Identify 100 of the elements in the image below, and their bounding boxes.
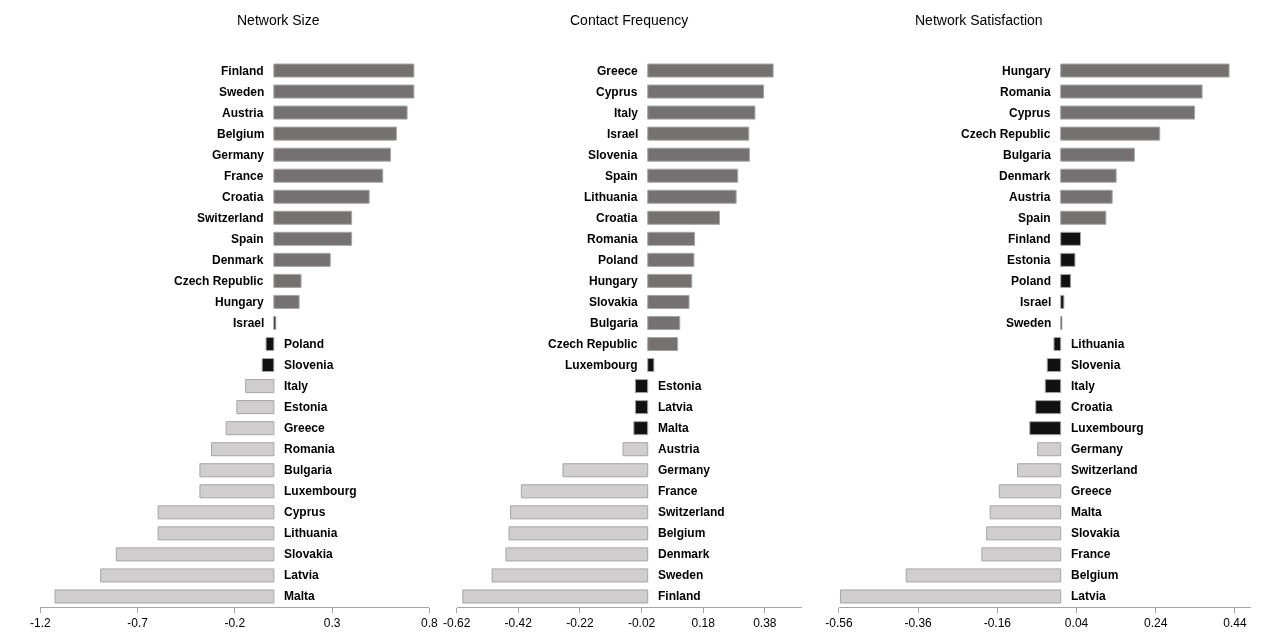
y-tick-label: Greece <box>1071 484 1113 498</box>
chart-title: Network Size <box>237 12 320 28</box>
y-tick-label: Belgium <box>658 526 706 540</box>
x-tick-label: -0.62 <box>442 616 471 631</box>
bar <box>273 147 392 162</box>
bar <box>634 379 649 394</box>
bar <box>1060 147 1135 162</box>
y-tick-label: Malta <box>658 421 689 435</box>
bar <box>199 463 275 478</box>
y-tick-label: Israel <box>1020 295 1052 309</box>
y-tick-label: Finland <box>658 589 701 603</box>
y-tick-label: Lithuania <box>1071 337 1125 351</box>
y-tick-label: Estonia <box>284 400 328 414</box>
y-tick-label: Denmark <box>658 547 710 561</box>
y-tick-label: Greece <box>284 421 326 435</box>
bar <box>1035 400 1062 415</box>
bar <box>647 147 750 162</box>
bar <box>520 484 649 499</box>
x-tick-label: 0.44 <box>1223 616 1247 631</box>
bar <box>622 442 649 457</box>
bar <box>236 400 275 415</box>
bar <box>261 358 275 373</box>
bar <box>986 526 1062 541</box>
y-tick-label: Belgium <box>1071 568 1119 582</box>
x-tick-label: -0.2 <box>224 616 246 631</box>
y-tick-label: Spain <box>605 169 638 183</box>
y-tick-label: Lithuania <box>284 526 338 540</box>
y-tick-label: Italy <box>1071 379 1096 393</box>
y-tick-label: Austria <box>658 442 700 456</box>
y-tick-label: Luxembourg <box>565 358 638 372</box>
bar <box>1017 463 1062 478</box>
bar <box>1029 421 1062 436</box>
y-tick-label: Switzerland <box>658 505 725 519</box>
y-tick-label: Latvia <box>1071 589 1107 603</box>
y-tick-label: Finland <box>1008 232 1051 246</box>
bar <box>273 231 353 246</box>
bar <box>273 189 370 204</box>
bar <box>1046 358 1062 373</box>
bar <box>273 84 415 99</box>
y-tick-label: Sweden <box>658 568 704 582</box>
x-tick-label: 0.8 <box>421 616 439 631</box>
y-tick-label: Hungary <box>215 295 264 309</box>
bar <box>647 63 774 78</box>
x-tick-label: -0.22 <box>566 616 594 631</box>
y-tick-label: Austria <box>222 106 264 120</box>
bar <box>1060 84 1203 99</box>
y-tick-label: Luxembourg <box>284 484 357 498</box>
x-tick-label: 0.24 <box>1144 616 1168 631</box>
bar <box>562 463 649 478</box>
bar <box>462 589 649 604</box>
y-tick-label: Hungary <box>1002 64 1051 78</box>
x-tick-label: -0.42 <box>504 616 533 631</box>
y-tick-label: Latvia <box>658 400 694 414</box>
y-tick-label: Slovenia <box>588 148 638 162</box>
y-tick-label: Hungary <box>589 274 638 288</box>
bar <box>157 505 275 520</box>
y-tick-label: Romania <box>587 232 638 246</box>
bar <box>981 547 1062 562</box>
y-tick-label: Belgium <box>217 127 265 141</box>
bar <box>273 105 408 120</box>
y-tick-label: Finland <box>221 64 264 78</box>
x-tick-label: -0.56 <box>825 616 853 631</box>
bar <box>1044 379 1062 394</box>
bar <box>647 358 655 373</box>
x-tick-label: -0.7 <box>127 616 149 631</box>
x-tick-label: -0.16 <box>983 616 1012 631</box>
bar <box>54 589 275 604</box>
y-tick-label: Slovakia <box>1071 526 1121 540</box>
bar <box>1060 168 1117 183</box>
y-tick-label: Austria <box>1009 190 1051 204</box>
bar <box>505 547 649 562</box>
bar <box>199 484 275 499</box>
bar <box>839 589 1062 604</box>
bar <box>998 484 1062 499</box>
x-tick-label: 0.38 <box>753 616 777 631</box>
y-tick-label: Denmark <box>212 253 264 267</box>
y-tick-label: Croatia <box>1071 400 1113 414</box>
bar <box>115 547 275 562</box>
bar <box>647 315 681 330</box>
y-tick-label: Croatia <box>596 211 638 225</box>
bar <box>989 505 1062 520</box>
y-tick-label: Czech Republic <box>548 337 638 351</box>
y-tick-label: France <box>658 484 698 498</box>
y-tick-label: Israel <box>233 316 265 330</box>
bar <box>245 379 275 394</box>
y-tick-label: Estonia <box>1007 253 1051 267</box>
y-tick-label: Slovakia <box>284 547 334 561</box>
y-tick-label: Romania <box>284 442 335 456</box>
bar <box>647 84 765 99</box>
y-tick-label: Cyprus <box>596 85 638 99</box>
y-tick-label: Italy <box>614 106 639 120</box>
y-tick-label: Bulgaria <box>284 463 333 477</box>
y-tick-label: Czech Republic <box>961 127 1051 141</box>
y-tick-label: Germany <box>1071 442 1124 456</box>
bar <box>1037 442 1062 457</box>
x-tick-label: -0.02 <box>627 616 656 631</box>
bar <box>265 337 275 352</box>
y-tick-label: Slovenia <box>1071 358 1121 372</box>
bar <box>647 210 721 225</box>
y-tick-label: Germany <box>212 148 265 162</box>
